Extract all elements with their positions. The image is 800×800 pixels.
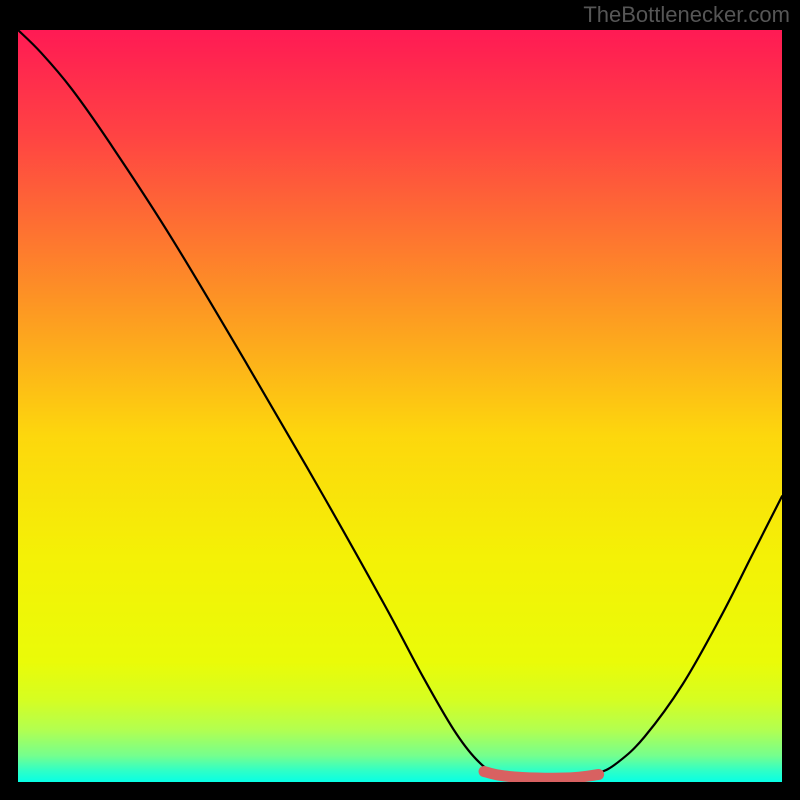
plot-area <box>18 30 782 782</box>
chart-frame: TheBottlenecker.com <box>0 0 800 800</box>
gradient-background <box>18 30 782 782</box>
attribution-text: TheBottlenecker.com <box>583 2 790 28</box>
bottleneck-curve-chart <box>18 30 782 782</box>
